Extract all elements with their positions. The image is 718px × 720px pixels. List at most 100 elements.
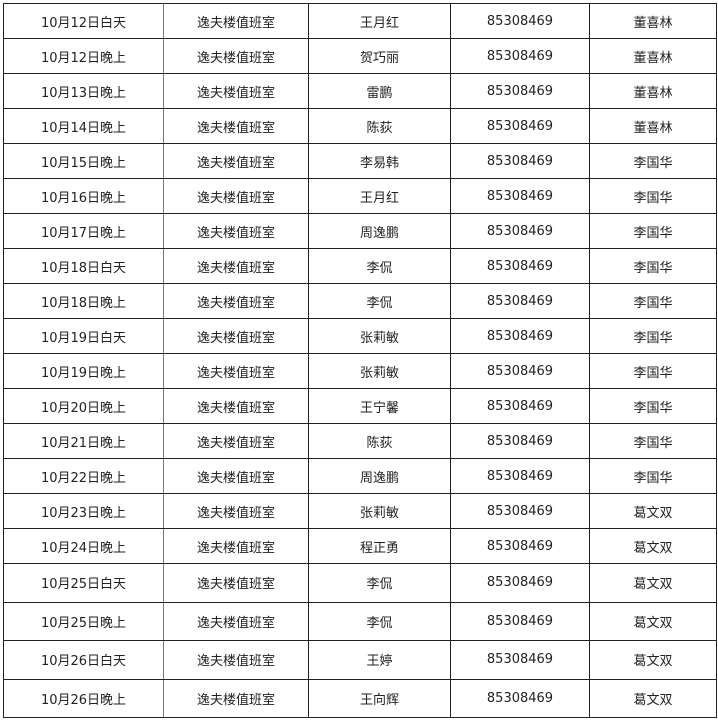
duty-person-cell: 王向辉 xyxy=(308,678,451,718)
date-cell: 10月16日晚上 xyxy=(3,178,164,214)
date-cell: 10月12日白天 xyxy=(3,3,164,39)
leader-cell: 李国华 xyxy=(589,353,717,389)
date-cell: 10月19日晚上 xyxy=(3,353,164,389)
date-cell: 10月26日晚上 xyxy=(3,678,164,718)
duty-schedule-table: 10月12日白天 逸夫楼值班室 王月红 85308469 董喜林 10月12日晚上 逸夫楼值… xyxy=(3,3,717,718)
phone-cell: 85308469 xyxy=(450,458,590,494)
leader-cell: 李国华 xyxy=(589,178,717,214)
location-cell: 逸夫楼值班室 xyxy=(163,458,309,494)
location-cell: 逸夫楼值班室 xyxy=(163,353,309,389)
date-cell: 10月19日白天 xyxy=(3,318,164,354)
leader-cell: 葛文双 xyxy=(589,563,717,603)
duty-person-cell: 张莉敏 xyxy=(308,353,451,389)
date-cell: 10月25日白天 xyxy=(3,563,164,603)
table-row: 10月15日晚上 逸夫楼值班室 李易韩 85308469 李国华 xyxy=(3,143,717,179)
leader-cell: 李国华 xyxy=(589,423,717,459)
duty-person-cell: 王月红 xyxy=(308,3,451,39)
duty-person-cell: 周逸鹏 xyxy=(308,213,451,249)
leader-cell: 李国华 xyxy=(589,248,717,284)
table-row: 10月23日晚上 逸夫楼值班室 张莉敏 85308469 葛文双 xyxy=(3,493,717,529)
duty-person-cell: 雷鹏 xyxy=(308,73,451,109)
duty-person-cell: 李侃 xyxy=(308,248,451,284)
table-row: 10月19日晚上 逸夫楼值班室 张莉敏 85308469 李国华 xyxy=(3,353,717,389)
phone-cell: 85308469 xyxy=(450,563,590,603)
leader-cell: 董喜林 xyxy=(589,73,717,109)
table-row: 10月12日白天 逸夫楼值班室 王月红 85308469 董喜林 xyxy=(3,3,717,39)
date-cell: 10月13日晚上 xyxy=(3,73,164,109)
table-row: 10月13日晚上 逸夫楼值班室 雷鹏 85308469 董喜林 xyxy=(3,73,717,109)
phone-cell: 85308469 xyxy=(450,678,590,718)
leader-cell: 葛文双 xyxy=(589,528,717,564)
date-cell: 10月17日晚上 xyxy=(3,213,164,249)
phone-cell: 85308469 xyxy=(450,143,590,179)
phone-cell: 85308469 xyxy=(450,108,590,144)
phone-cell: 85308469 xyxy=(450,248,590,284)
duty-person-cell: 李侃 xyxy=(308,601,451,641)
location-cell: 逸夫楼值班室 xyxy=(163,178,309,214)
leader-cell: 李国华 xyxy=(589,143,717,179)
phone-cell: 85308469 xyxy=(450,353,590,389)
phone-cell: 85308469 xyxy=(450,493,590,529)
leader-cell: 葛文双 xyxy=(589,601,717,641)
date-cell: 10月12日晚上 xyxy=(3,38,164,74)
phone-cell: 85308469 xyxy=(450,423,590,459)
duty-person-cell: 王婷 xyxy=(308,640,451,680)
leader-cell: 李国华 xyxy=(589,283,717,319)
duty-person-cell: 李侃 xyxy=(308,563,451,603)
duty-person-cell: 王宁馨 xyxy=(308,388,451,424)
table-row: 10月26日白天 逸夫楼值班室 王婷 85308469 葛文双 xyxy=(3,640,717,680)
phone-cell: 85308469 xyxy=(450,3,590,39)
phone-cell: 85308469 xyxy=(450,73,590,109)
location-cell: 逸夫楼值班室 xyxy=(163,640,309,680)
phone-cell: 85308469 xyxy=(450,388,590,424)
location-cell: 逸夫楼值班室 xyxy=(163,563,309,603)
location-cell: 逸夫楼值班室 xyxy=(163,493,309,529)
leader-cell: 董喜林 xyxy=(589,3,717,39)
location-cell: 逸夫楼值班室 xyxy=(163,601,309,641)
duty-person-cell: 陈荻 xyxy=(308,108,451,144)
phone-cell: 85308469 xyxy=(450,38,590,74)
date-cell: 10月26日白天 xyxy=(3,640,164,680)
leader-cell: 李国华 xyxy=(589,458,717,494)
table-row: 10月14日晚上 逸夫楼值班室 陈荻 85308469 董喜林 xyxy=(3,108,717,144)
duty-person-cell: 李易韩 xyxy=(308,143,451,179)
duty-person-cell: 张莉敏 xyxy=(308,493,451,529)
location-cell: 逸夫楼值班室 xyxy=(163,248,309,284)
location-cell: 逸夫楼值班室 xyxy=(163,318,309,354)
date-cell: 10月18日晚上 xyxy=(3,283,164,319)
table-row: 10月17日晚上 逸夫楼值班室 周逸鹏 85308469 李国华 xyxy=(3,213,717,249)
date-cell: 10月23日晚上 xyxy=(3,493,164,529)
duty-person-cell: 王月红 xyxy=(308,178,451,214)
location-cell: 逸夫楼值班室 xyxy=(163,388,309,424)
location-cell: 逸夫楼值班室 xyxy=(163,38,309,74)
duty-person-cell: 张莉敏 xyxy=(308,318,451,354)
leader-cell: 李国华 xyxy=(589,318,717,354)
date-cell: 10月20日晚上 xyxy=(3,388,164,424)
table-row: 10月22日晚上 逸夫楼值班室 周逸鹏 85308469 李国华 xyxy=(3,458,717,494)
table-body: 10月12日白天 逸夫楼值班室 王月红 85308469 董喜林 10月12日晚上 逸夫楼值… xyxy=(3,3,717,718)
table-row: 10月18日白天 逸夫楼值班室 李侃 85308469 李国华 xyxy=(3,248,717,284)
location-cell: 逸夫楼值班室 xyxy=(163,678,309,718)
leader-cell: 葛文双 xyxy=(589,640,717,680)
duty-person-cell: 程正勇 xyxy=(308,528,451,564)
table-row: 10月21日晚上 逸夫楼值班室 陈荻 85308469 李国华 xyxy=(3,423,717,459)
leader-cell: 李国华 xyxy=(589,388,717,424)
phone-cell: 85308469 xyxy=(450,318,590,354)
duty-person-cell: 陈荻 xyxy=(308,423,451,459)
table-row: 10月26日晚上 逸夫楼值班室 王向辉 85308469 葛文双 xyxy=(3,678,717,718)
date-cell: 10月21日晚上 xyxy=(3,423,164,459)
duty-person-cell: 周逸鹏 xyxy=(308,458,451,494)
table-row: 10月20日晚上 逸夫楼值班室 王宁馨 85308469 李国华 xyxy=(3,388,717,424)
date-cell: 10月18日白天 xyxy=(3,248,164,284)
phone-cell: 85308469 xyxy=(450,528,590,564)
location-cell: 逸夫楼值班室 xyxy=(163,108,309,144)
location-cell: 逸夫楼值班室 xyxy=(163,73,309,109)
leader-cell: 葛文双 xyxy=(589,678,717,718)
table-row: 10月12日晚上 逸夫楼值班室 贺巧丽 85308469 董喜林 xyxy=(3,38,717,74)
leader-cell: 董喜林 xyxy=(589,108,717,144)
table-row: 10月16日晚上 逸夫楼值班室 王月红 85308469 李国华 xyxy=(3,178,717,214)
date-cell: 10月14日晚上 xyxy=(3,108,164,144)
date-cell: 10月25日晚上 xyxy=(3,601,164,641)
duty-person-cell: 贺巧丽 xyxy=(308,38,451,74)
phone-cell: 85308469 xyxy=(450,213,590,249)
